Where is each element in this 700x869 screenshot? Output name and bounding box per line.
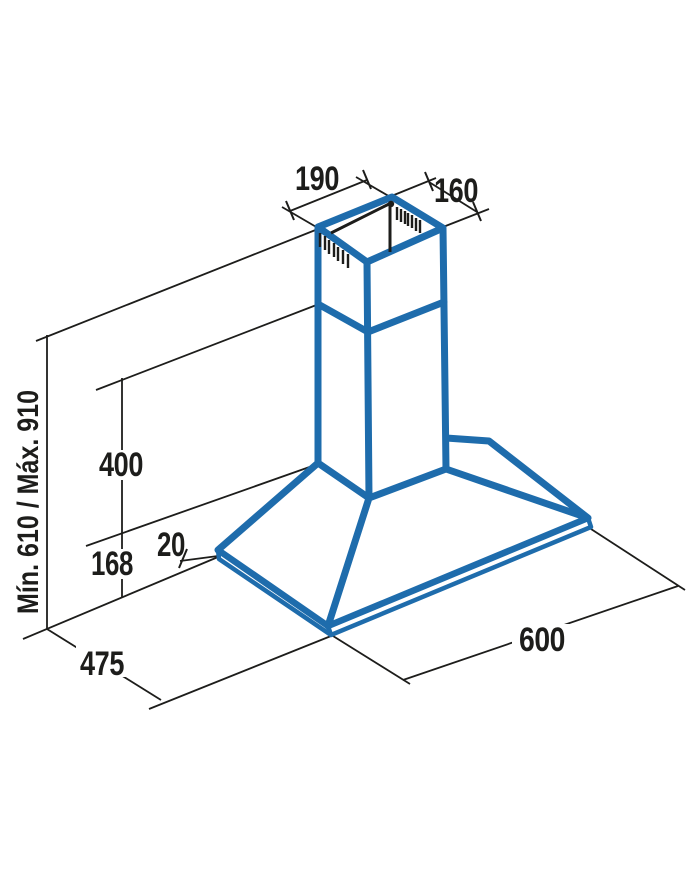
label-duct-width: 190 [295, 160, 339, 198]
label-base-depth: 475 [80, 645, 124, 683]
label-mask [88, 549, 136, 579]
chimney-outline [314, 193, 450, 502]
vent-hatching-right [395, 207, 422, 233]
label-mask [76, 645, 128, 677]
dimension-labels: 190 160 400 168 20 475 600 Mín. 610 / Má… [12, 160, 566, 683]
duct-inner-edges [330, 202, 392, 252]
dimension-line-190 [289, 179, 368, 212]
dimension-line-20-leader [179, 555, 219, 562]
rim-top-edge [214, 514, 592, 630]
label-rim-thickness: 20 [157, 526, 185, 564]
canopy-outline [214, 434, 592, 630]
label-chimney-height: 400 [99, 446, 143, 484]
label-canopy-height: 168 [91, 545, 133, 583]
dimension-line-160 [428, 181, 478, 213]
duct-outlet-dot [387, 200, 395, 208]
label-duct-depth: 160 [434, 172, 478, 210]
label-base-width: 600 [519, 621, 565, 659]
label-height-range: Mín. 610 / Máx. 910 [12, 390, 45, 614]
rim-bottom-edge [215, 515, 594, 638]
tick-marks [178, 169, 482, 569]
hood-outline [214, 193, 594, 638]
extension-lines [22, 176, 686, 710]
label-mask [512, 624, 572, 656]
label-mask [97, 450, 145, 480]
vent-hatching-left [318, 233, 350, 268]
label-masks [76, 450, 572, 677]
duct-opening-details [318, 200, 422, 268]
